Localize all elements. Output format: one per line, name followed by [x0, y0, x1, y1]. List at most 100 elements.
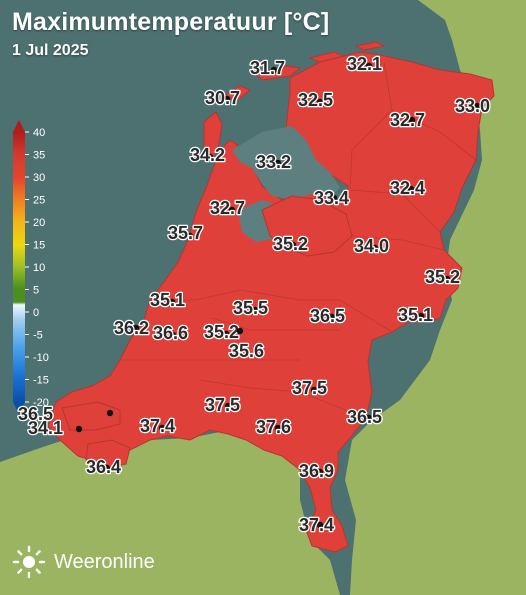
legend-tick-label: 10 — [33, 262, 45, 274]
wadden-terschelling — [255, 65, 302, 81]
wadden-vlieland — [222, 85, 251, 101]
station-temperature-label: 36.2 — [114, 318, 149, 338]
station-temperature-label: 30.7 — [205, 88, 240, 108]
station-temperature-label: 35.6 — [229, 341, 264, 361]
station-dot — [106, 409, 114, 417]
station-dot — [443, 275, 451, 283]
station-temperature-label: 36.5 — [347, 407, 382, 427]
station-dot — [365, 414, 373, 422]
station-dot — [310, 386, 318, 394]
station-temperature-label: 34.1 — [28, 418, 63, 438]
station-temperature-label: 33.2 — [256, 152, 291, 172]
legend-tick-label: 0 — [33, 307, 39, 319]
station-dot — [222, 330, 230, 338]
wadden-ameland — [308, 51, 346, 63]
station-temperature-label: 36.5 — [18, 404, 53, 424]
station-temperature-label: 36.5 — [310, 306, 345, 326]
legend-tick-label: 40 — [33, 127, 45, 139]
station-temperature-label: 32.4 — [390, 178, 425, 198]
station-temperature-label: 37.4 — [299, 515, 334, 535]
station-dot — [75, 425, 83, 433]
station-dot — [330, 194, 338, 202]
legend-tick-label: -5 — [33, 330, 43, 342]
station-temperature-label: 32.7 — [390, 110, 425, 130]
station-temperature-label: 34.0 — [354, 236, 389, 256]
zeeland-islands — [61, 401, 121, 431]
station-dot — [103, 464, 111, 472]
station-dot — [371, 244, 379, 252]
station-dot — [223, 95, 231, 103]
station-markers: 31.7 32.1 30.7 32.5 33.0 32.7 34.2 33.2 33.4 32.4… — [17, 53, 492, 537]
sun-logo-icon — [12, 545, 46, 579]
station-temperature-label: 35.7 — [168, 223, 203, 243]
station-temperature-label: 37.6 — [256, 417, 291, 437]
legend-tick-label: 35 — [33, 150, 45, 162]
legend-tick-label: 25 — [33, 195, 45, 207]
station-dot — [186, 232, 194, 240]
station-dot — [236, 327, 244, 335]
station-dot — [168, 298, 176, 306]
legend-tick-label: -10 — [33, 352, 49, 364]
station-dot — [407, 185, 415, 193]
station-temperature-label: 35.2 — [273, 234, 308, 254]
map-title: Maximumtemperatuur [°C] — [12, 8, 330, 36]
station-dot — [228, 206, 236, 214]
ijsselmeer — [232, 126, 340, 200]
map-date: 1 Jul 2025 — [12, 42, 89, 59]
station-dot — [365, 62, 373, 70]
wadden-schiermonnikoog — [354, 41, 386, 51]
station-temperature-label: 35.5 — [233, 298, 268, 318]
station-temperature-label: 32.5 — [298, 90, 333, 110]
legend-tick-label: 15 — [33, 240, 45, 252]
legend-tick-label: -15 — [33, 375, 49, 387]
station-temperature-label: 34.2 — [190, 145, 225, 165]
station-temperature-label: 35.2 — [425, 267, 460, 287]
station-dot — [224, 402, 232, 410]
station-dot — [132, 324, 140, 332]
station-dot — [289, 241, 297, 249]
station-dot — [473, 102, 481, 110]
zeeland-island-south — [85, 439, 131, 471]
station-temperature-label: 33.4 — [314, 188, 349, 208]
station-temperature-label: 37.5 — [292, 378, 327, 398]
wadden-texel — [203, 111, 223, 161]
legend-top-arrow — [13, 120, 25, 132]
station-temperature-label: 36.9 — [299, 461, 334, 481]
station-temperature-label: 36.4 — [86, 457, 121, 477]
station-temperature-label: 31.7 — [250, 58, 285, 78]
station-temperature-label: 32.7 — [210, 198, 245, 218]
legend-tick-label: 20 — [33, 217, 45, 229]
brand-logo: Weeronline — [12, 545, 155, 579]
station-temperature-label: 36.6 — [153, 323, 188, 343]
legend-tick-label: -20 — [33, 397, 49, 409]
belgium-land — [0, 430, 340, 595]
station-temperature-label: 37.5 — [205, 395, 240, 415]
station-dot — [274, 424, 282, 432]
station-temperature-label: 32.1 — [347, 54, 382, 74]
station-dot — [408, 116, 416, 124]
flevoland — [261, 195, 353, 257]
legend-bottom-arrow — [13, 402, 25, 414]
station-temperature-label: 35.1 — [398, 305, 433, 325]
station-temperature-label: 35.1 — [150, 290, 185, 310]
station-dot — [169, 331, 177, 339]
station-dot — [206, 153, 214, 161]
station-dot — [158, 424, 166, 432]
legend: 40 35 30 25 20 15 10 5 0 -5 -10 -15 -20 — [13, 120, 49, 414]
station-temperature-label: 37.4 — [140, 416, 175, 436]
station-dot — [251, 306, 259, 314]
station-dot — [316, 98, 324, 106]
legend-bar — [13, 132, 25, 402]
station-dot — [274, 159, 282, 167]
station-dot — [270, 66, 278, 74]
legend-tick-label: 30 — [33, 172, 45, 184]
station-dot — [316, 468, 324, 476]
station-dot — [417, 312, 425, 320]
station-dot — [328, 313, 336, 321]
station-temperature-label: 35.2 — [204, 322, 239, 342]
germany-land — [345, 0, 526, 595]
legend-tick-label: 5 — [33, 285, 39, 297]
station-dot — [316, 521, 324, 529]
station-temperature-label: 33.0 — [455, 96, 490, 116]
